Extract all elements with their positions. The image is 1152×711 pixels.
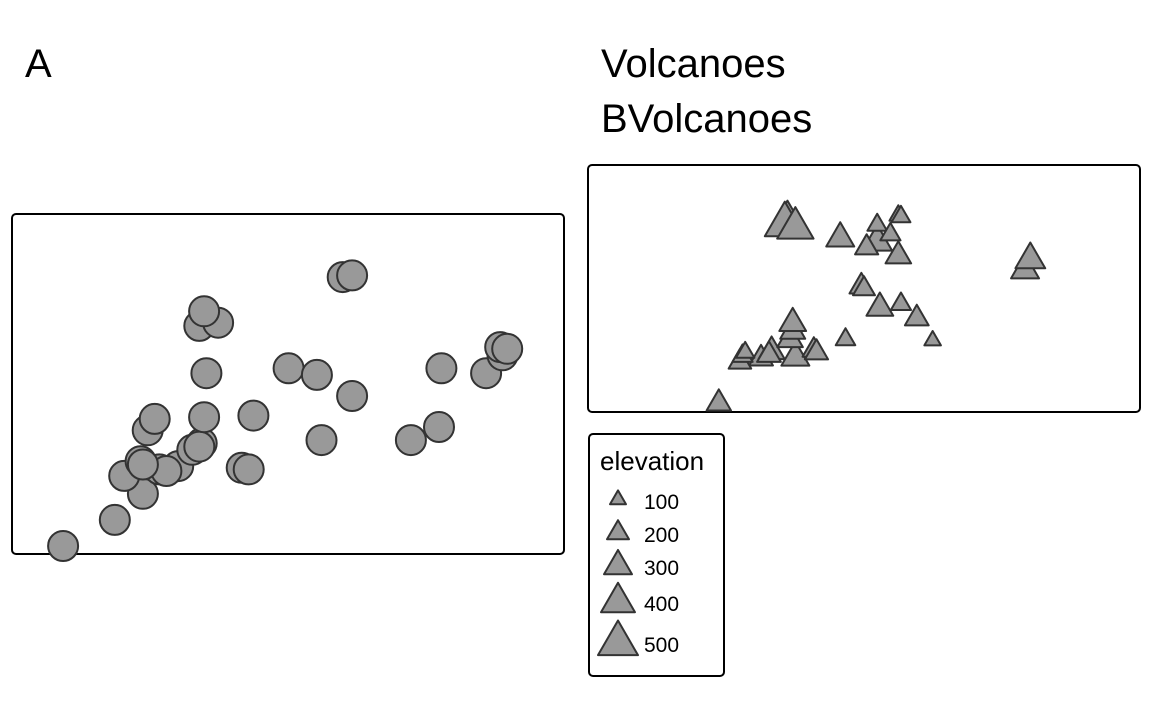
panel-b-point <box>854 233 880 256</box>
legend-label: 200 <box>644 524 679 547</box>
panel-b-point <box>735 340 756 359</box>
panel-a-point <box>425 352 458 385</box>
panel-b-point <box>756 340 782 363</box>
panel-b-point <box>1014 241 1047 270</box>
panel-a-point <box>98 503 131 536</box>
panel-b-point <box>776 206 815 240</box>
panel-b-point <box>879 221 902 242</box>
panel-b-title-line2: BVolcanoes <box>601 97 812 141</box>
panel-b-point <box>903 303 930 327</box>
panel-a-point <box>394 424 427 457</box>
legend-entries: 100 200 300 400 500 <box>597 489 679 657</box>
panel-b-point <box>803 338 830 361</box>
panel-b-point <box>852 275 876 297</box>
legend-symbol <box>609 489 627 506</box>
panel-a-point <box>183 430 216 463</box>
panel-b-point <box>780 340 811 367</box>
legend-symbol <box>606 519 630 541</box>
panel-a-markers <box>47 259 524 562</box>
panel-b-point <box>865 291 895 317</box>
panel-b-title-line1: Volcanoes <box>601 42 786 86</box>
panel-a-title: A <box>25 42 52 86</box>
panel-b-point <box>884 240 913 265</box>
panel-b-point <box>834 327 857 347</box>
panel-a-point <box>336 380 369 412</box>
legend-label: 300 <box>644 557 679 580</box>
legend-symbol <box>600 581 636 614</box>
legend-symbol <box>603 548 633 576</box>
panel-a-point <box>188 295 221 328</box>
legend-symbol <box>597 619 639 657</box>
panel-a-point <box>188 401 221 434</box>
panel-a-point <box>300 358 333 391</box>
panel-a-point <box>305 424 338 457</box>
panel-b-point <box>705 388 732 412</box>
legend-label: 100 <box>644 491 679 514</box>
legend-title: elevation <box>600 446 704 476</box>
panel-a-point <box>272 352 305 385</box>
panel-a-point <box>336 259 369 292</box>
panel-a-point <box>126 448 159 481</box>
panel-a-point <box>232 453 265 486</box>
panel-a-point <box>237 399 270 432</box>
legend-label: 400 <box>644 593 679 616</box>
panel-b-markers <box>705 199 1047 412</box>
panel-a-point <box>491 332 524 365</box>
legend-label: 500 <box>644 634 679 657</box>
panel-b-point <box>778 306 808 333</box>
panel-b-point <box>866 212 888 232</box>
panel-b-point <box>825 221 856 248</box>
panel-b-point <box>889 291 913 311</box>
panel-a-point <box>190 357 223 390</box>
legend-frame <box>588 433 725 677</box>
panel-a-point <box>138 402 171 435</box>
panel-b-point <box>923 330 942 347</box>
panel-a-point <box>423 411 455 443</box>
panel-a-point <box>47 530 80 562</box>
panel-b-point <box>890 204 912 224</box>
